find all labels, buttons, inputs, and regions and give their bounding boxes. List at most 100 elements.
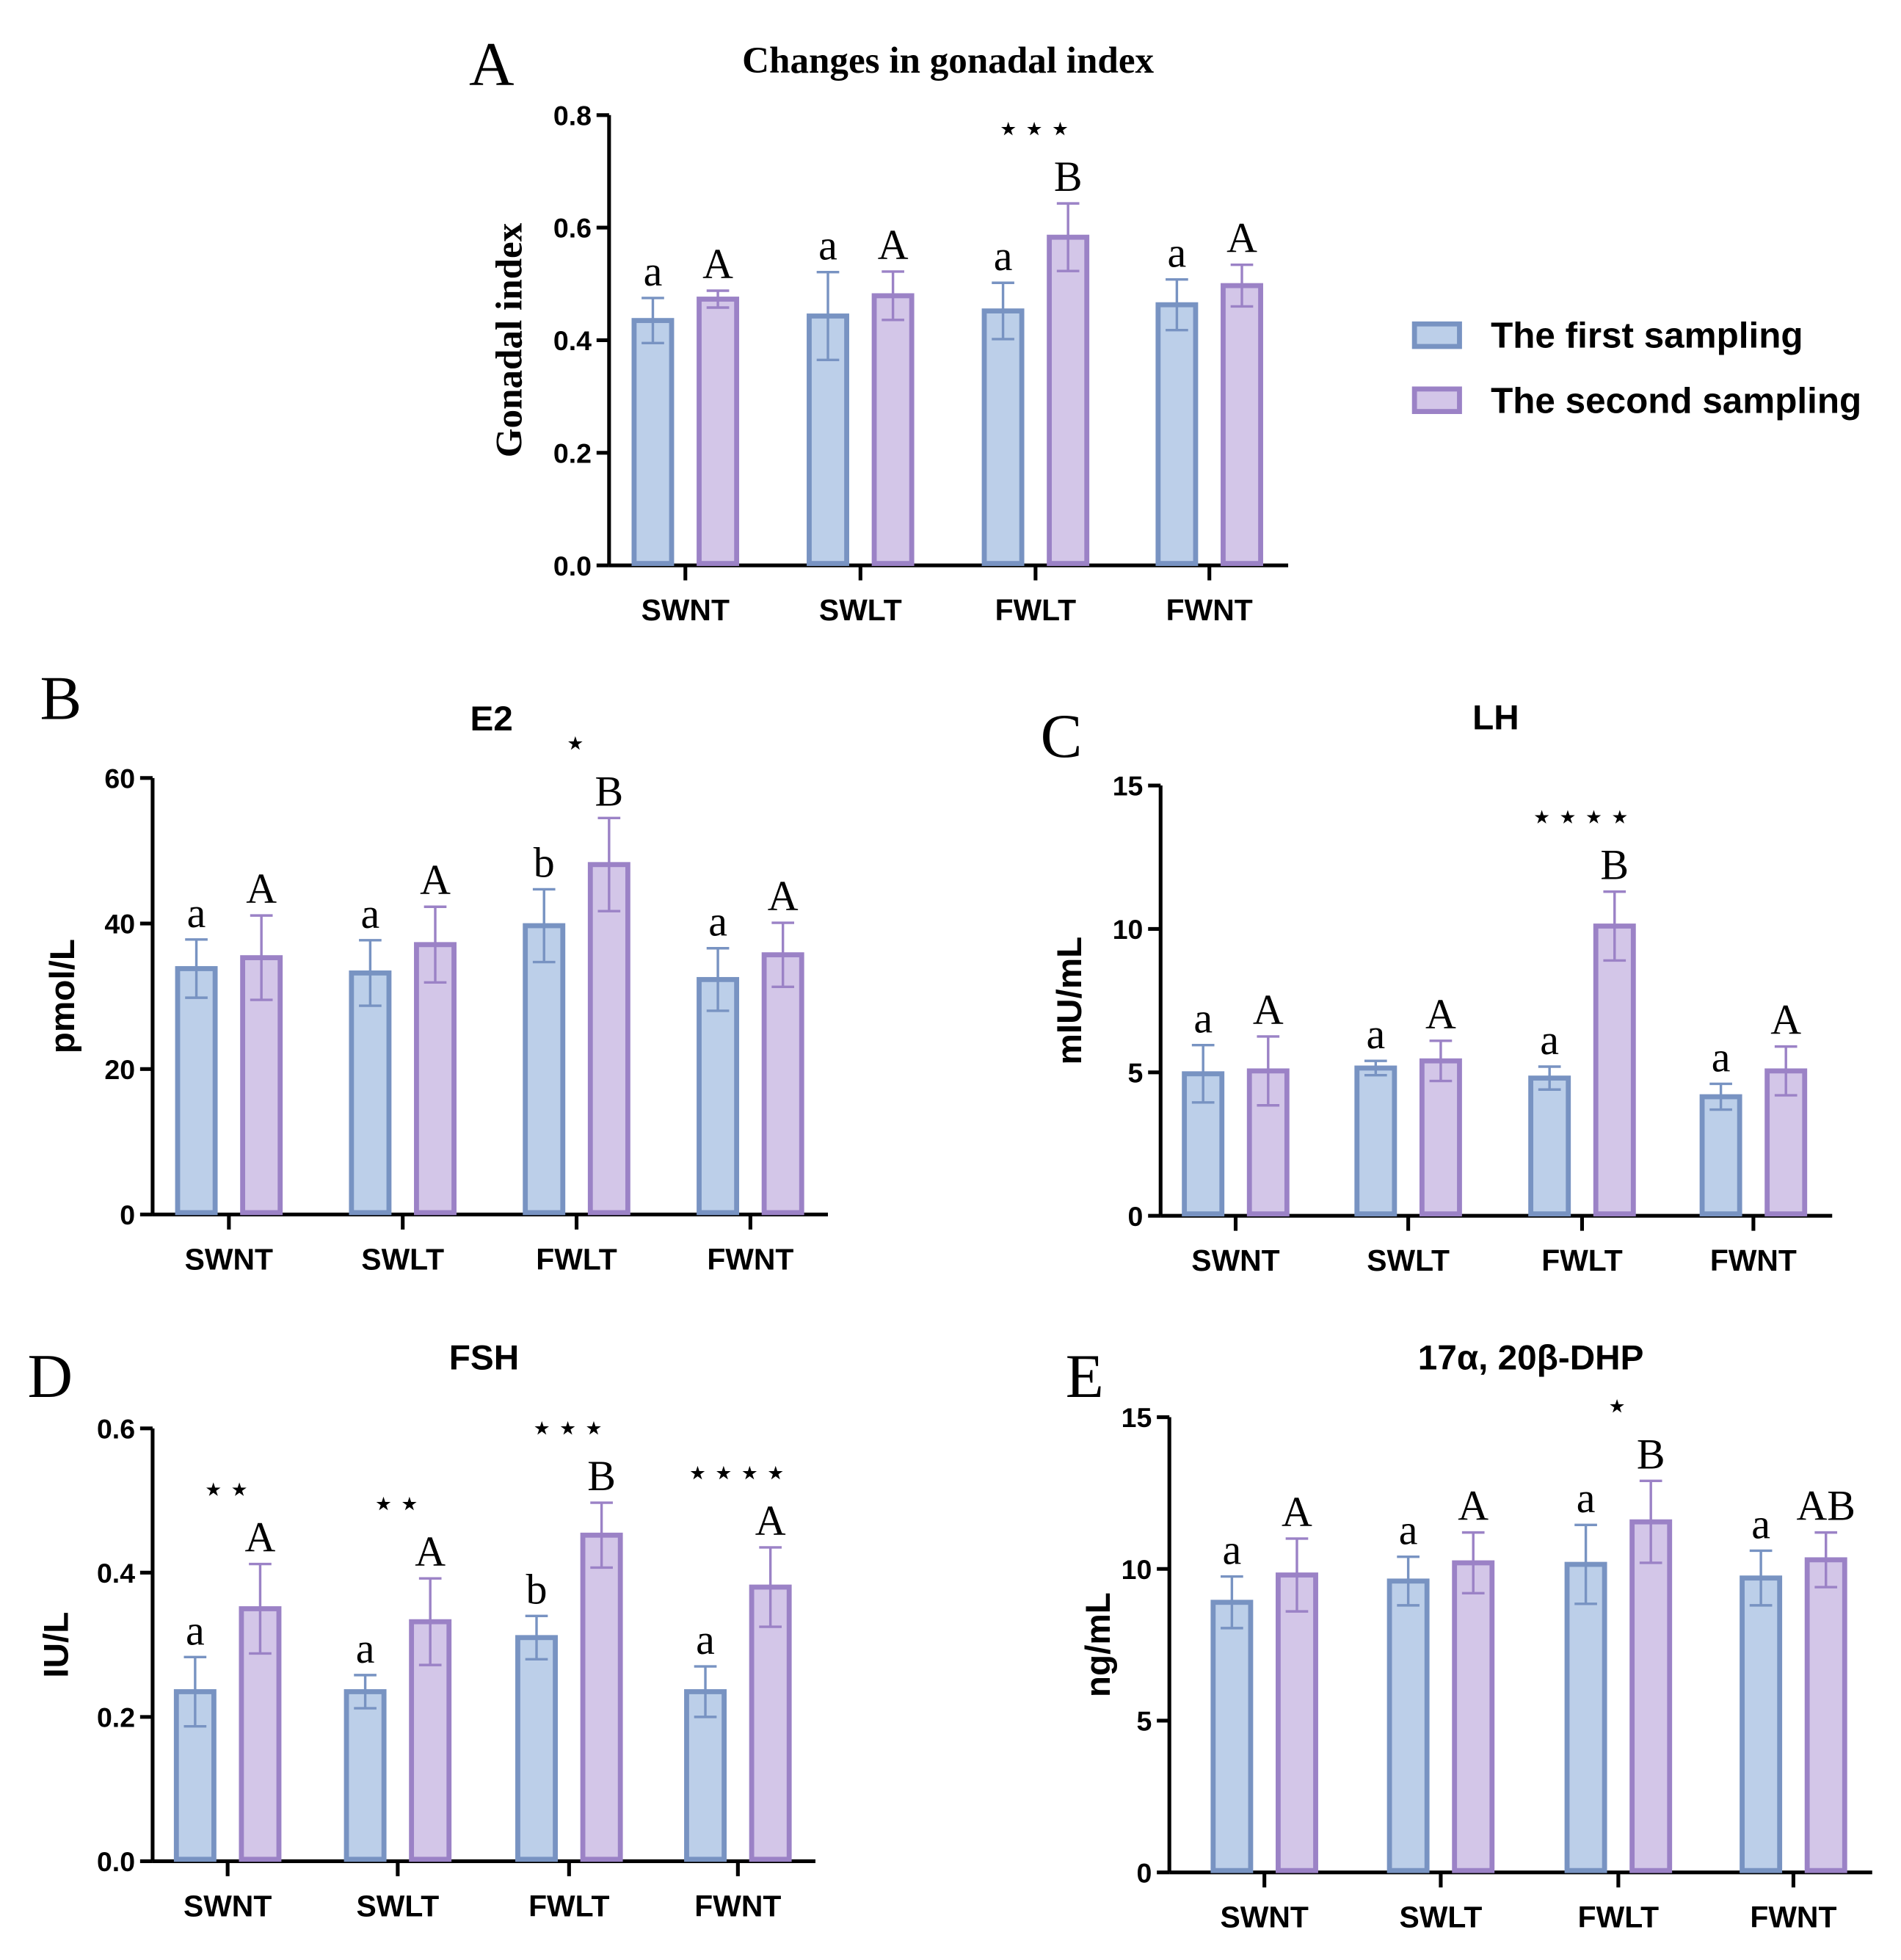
x-tick-label: SWNT	[1221, 1901, 1309, 1934]
legend: The first sampling The second sampling	[1411, 316, 1861, 421]
error-bar	[706, 947, 730, 1012]
y-tick-label: 5	[1128, 1057, 1144, 1088]
chart-panel-E: E 17α, 20β-DHPng/mL051015SWNTaASWLTaAFWLT…	[1066, 1339, 1872, 1934]
group-letter: B	[595, 767, 624, 815]
bar-second-sampling	[1221, 283, 1263, 567]
chart-title: E2	[470, 700, 512, 738]
error-bar	[1221, 1575, 1243, 1630]
group-letter: A	[702, 240, 733, 288]
group-letter: A	[1253, 986, 1284, 1034]
chart-title: FSH	[449, 1339, 519, 1378]
group-letter: A	[1770, 996, 1801, 1044]
panel-letter: A	[469, 30, 515, 99]
bar-second-sampling	[580, 1532, 623, 1862]
group-letter: B	[587, 1452, 616, 1500]
y-tick-label: 40	[104, 909, 135, 940]
error-bar	[1461, 1531, 1485, 1595]
x-tick-label: FWLT	[528, 1889, 609, 1923]
x-tick-label: FWLT	[536, 1242, 617, 1276]
chart-title: 17α, 20β-DHP	[1418, 1339, 1644, 1378]
y-tick-label: 0.2	[97, 1702, 135, 1733]
x-tick-label: SWNT	[185, 1242, 273, 1276]
bar-first-sampling	[1155, 302, 1199, 567]
error-bar	[759, 1546, 782, 1628]
error-bar	[250, 914, 273, 1001]
group-letter: A	[1458, 1482, 1489, 1530]
bar-first-sampling	[631, 318, 675, 567]
chart-title: Changes in gonadal index	[742, 40, 1154, 81]
group-letter: a	[361, 890, 380, 937]
group-letter: a	[708, 898, 727, 945]
error-bar	[1056, 202, 1080, 272]
error-bar	[1191, 1043, 1215, 1104]
bar-second-sampling	[587, 862, 630, 1216]
x-tick-label: SWLT	[1400, 1901, 1483, 1934]
significance-stars: ⋆⋆	[202, 1468, 254, 1510]
error-bar	[354, 1674, 377, 1710]
bar-second-sampling	[749, 1584, 792, 1862]
error-bar	[1257, 1035, 1280, 1107]
error-bar	[1285, 1537, 1309, 1613]
x-tick-label: SWLT	[361, 1242, 444, 1276]
error-bar	[185, 938, 208, 999]
error-bar	[694, 1665, 717, 1718]
chart-panel-B: B E2pmol/L0204060SWNTaASWLTaAFWLTbB⋆FWNTa…	[40, 664, 829, 1276]
bar-first-sampling	[1528, 1075, 1571, 1217]
x-tick-label: FWNT	[1710, 1244, 1797, 1277]
group-letter: a	[818, 222, 837, 269]
error-bar	[590, 1501, 613, 1569]
group-letter: A	[1425, 990, 1456, 1038]
y-tick-label: 0.0	[553, 551, 592, 581]
error-bar	[1230, 264, 1254, 308]
bar-first-sampling	[1386, 1578, 1430, 1873]
bar-first-sampling	[1699, 1094, 1742, 1217]
bar-second-sampling	[1452, 1560, 1495, 1873]
bar-first-sampling	[175, 966, 218, 1216]
error-bar	[183, 1655, 207, 1728]
error-bar	[597, 816, 621, 912]
group-letter: a	[187, 889, 206, 937]
bar-second-sampling	[1804, 1557, 1847, 1873]
bar-second-sampling	[1419, 1058, 1462, 1217]
group-letter: a	[1223, 1526, 1242, 1574]
bar-first-sampling	[981, 308, 1025, 567]
group-letter: a	[644, 247, 663, 295]
error-bar	[641, 297, 664, 344]
error-bar	[1574, 1523, 1597, 1605]
significance-stars: ⋆	[564, 722, 589, 764]
significance-stars: ⋆⋆	[371, 1483, 424, 1525]
error-bar	[1429, 1039, 1453, 1083]
x-tick-label: SWLT	[819, 593, 902, 627]
group-letter: AB	[1796, 1482, 1855, 1530]
group-letter: A	[878, 221, 909, 269]
significance-stars: ⋆	[1605, 1385, 1631, 1427]
y-tick-label: 0	[1128, 1201, 1144, 1232]
error-bar	[1814, 1531, 1838, 1589]
chart-title: LH	[1472, 698, 1519, 737]
y-tick-label: 15	[1113, 771, 1144, 802]
error-bar	[418, 1577, 442, 1666]
y-tick-label: 0	[120, 1199, 135, 1230]
error-bar	[882, 270, 904, 322]
error-bar	[1166, 277, 1188, 332]
error-bar	[249, 1562, 272, 1655]
y-tick-label: 10	[1122, 1554, 1152, 1585]
group-letter: a	[1168, 229, 1187, 277]
group-letter: B	[1637, 1430, 1665, 1478]
y-tick-label: 0.6	[97, 1413, 135, 1444]
bar-second-sampling	[1047, 234, 1090, 567]
significance-stars: ⋆⋆⋆⋆	[686, 1452, 790, 1494]
group-letter: A	[245, 1514, 276, 1561]
bar-second-sampling	[697, 297, 740, 567]
bar-first-sampling	[344, 1689, 387, 1862]
error-bar	[816, 270, 840, 361]
bar-first-sampling	[523, 923, 566, 1216]
y-tick-label: 20	[104, 1054, 135, 1085]
x-tick-label: FWLT	[995, 593, 1076, 627]
y-tick-label: 0.6	[553, 213, 592, 244]
group-letter: a	[186, 1606, 205, 1654]
group-letter: B	[1054, 153, 1083, 200]
error-bar	[424, 905, 447, 984]
legend-label: The first sampling	[1491, 316, 1803, 356]
